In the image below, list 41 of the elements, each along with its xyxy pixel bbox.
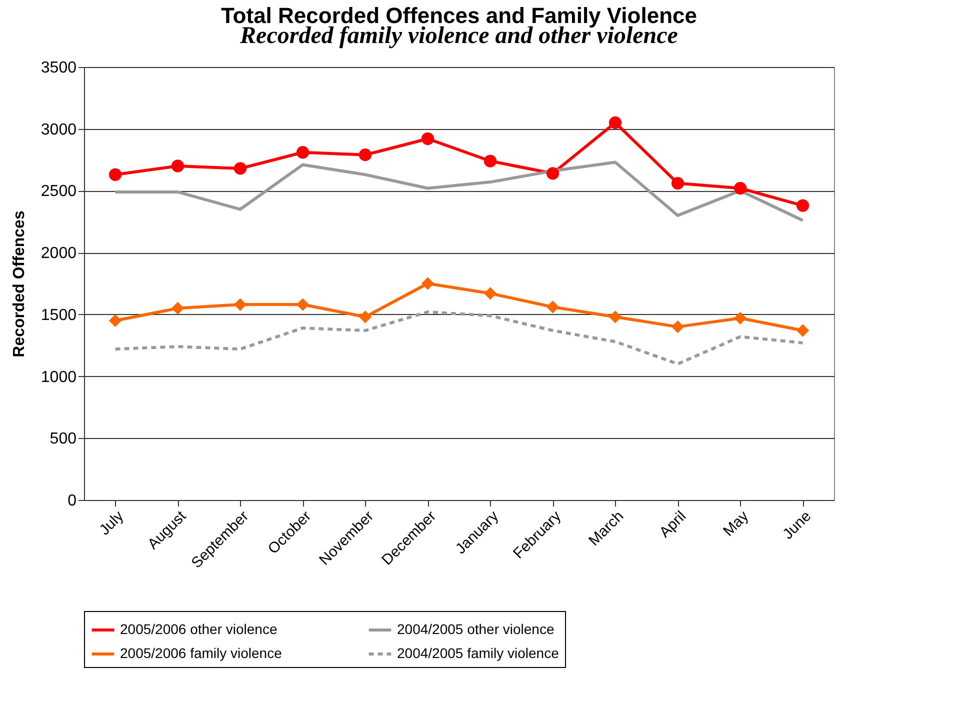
point <box>108 314 122 327</box>
point <box>484 287 497 300</box>
y-tick-label: 0 <box>68 492 77 510</box>
point <box>734 312 747 324</box>
legend-label: 2005/2006 family violence <box>120 645 282 661</box>
point <box>671 320 684 334</box>
point <box>171 160 184 172</box>
point <box>546 300 560 314</box>
line-series <box>114 310 804 366</box>
line-series <box>114 160 804 222</box>
point <box>296 146 310 159</box>
point <box>296 298 310 311</box>
point <box>484 154 497 168</box>
point <box>671 176 684 190</box>
point <box>171 302 184 315</box>
point <box>796 324 810 337</box>
point <box>234 162 247 175</box>
point <box>358 310 372 324</box>
legend-label: 2004/2005 family violence <box>397 645 560 661</box>
point <box>608 116 622 129</box>
point <box>234 298 247 311</box>
x-tick-label: May <box>720 507 752 540</box>
y-tick-label: 1500 <box>40 306 77 324</box>
legend-label: 2004/2005 other violence <box>397 621 554 637</box>
x-tick-label: July <box>96 507 128 539</box>
y-tick-label: 2000 <box>40 245 77 262</box>
point <box>358 148 372 162</box>
legend-label: 2005/2006 other violence <box>120 621 278 637</box>
y-axis-title: Recorded Offences <box>10 210 28 358</box>
point <box>796 199 810 212</box>
y-tick-label: 500 <box>50 430 77 448</box>
point <box>734 182 747 195</box>
point <box>546 167 560 180</box>
point <box>108 168 122 181</box>
y-tick-label: 3000 <box>40 121 77 138</box>
point <box>421 277 434 290</box>
y-tick-label: 1000 <box>40 368 77 386</box>
point <box>608 310 622 324</box>
y-tick-label: 3500 <box>40 60 77 76</box>
y-tick-label: 2500 <box>40 183 77 200</box>
point <box>421 132 434 146</box>
